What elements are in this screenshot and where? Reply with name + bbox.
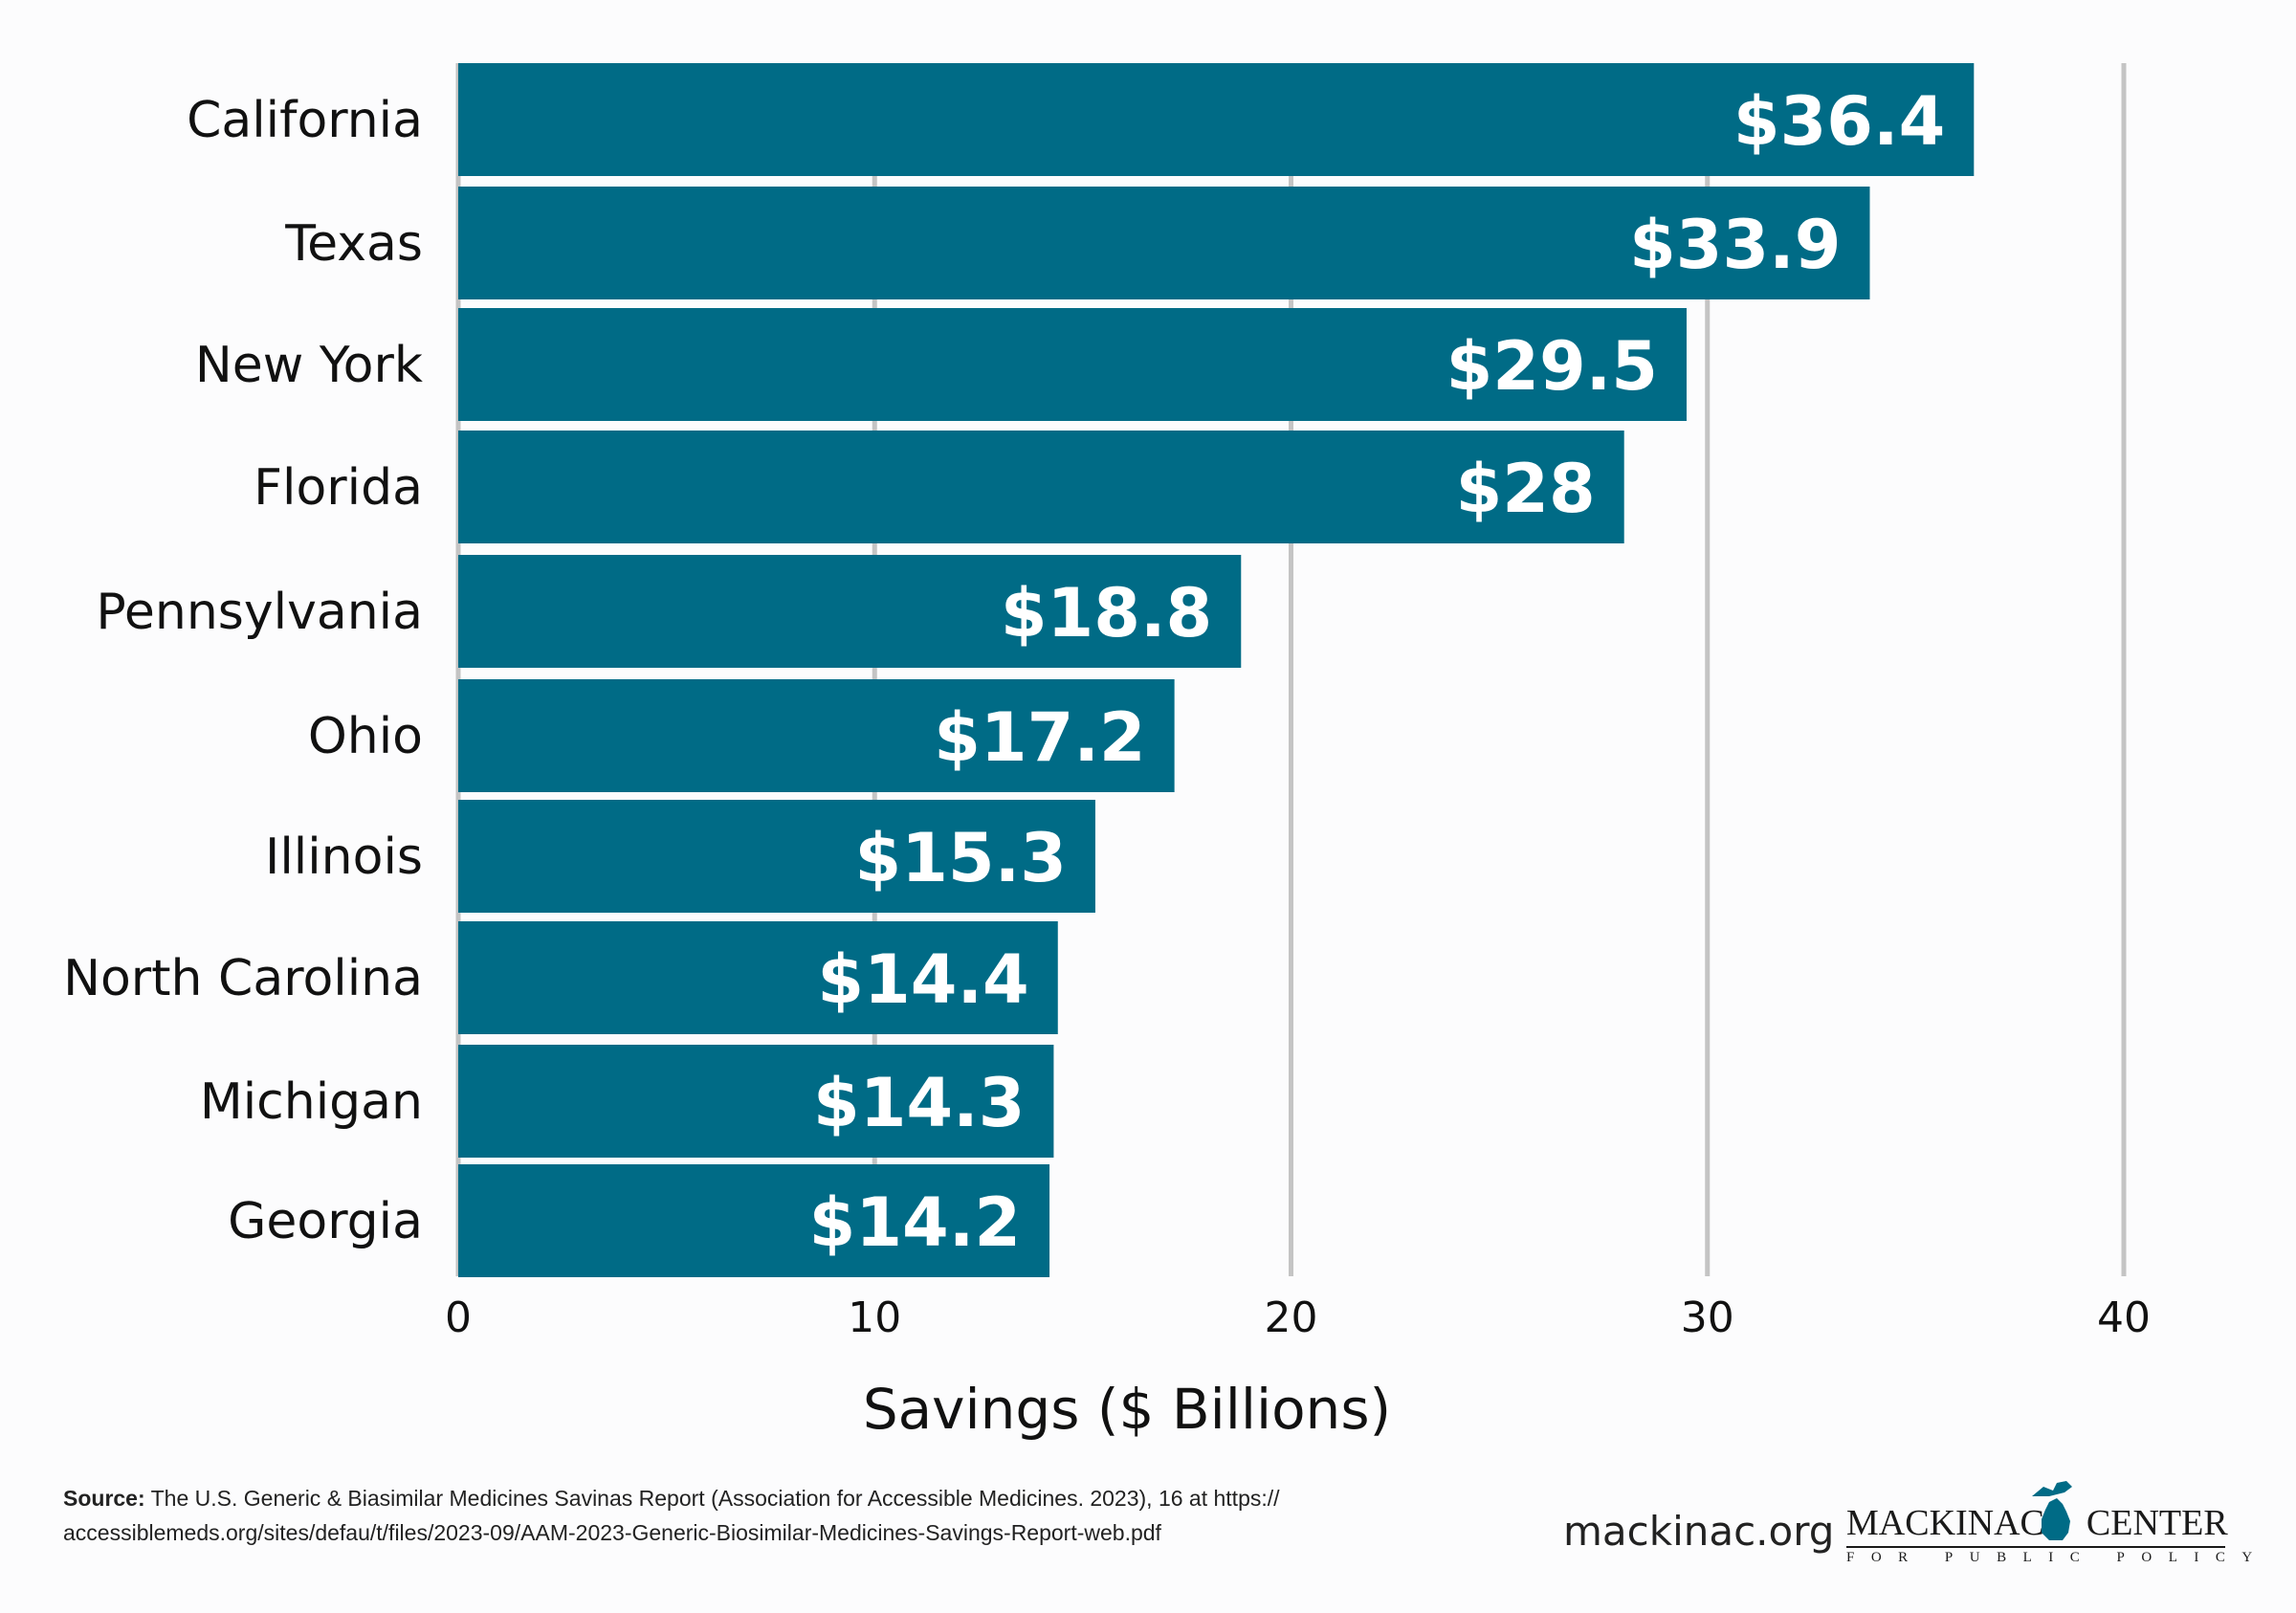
source-note: Source: The U.S. Generic & Biasimilar Me…	[63, 1481, 1383, 1550]
bar-florida	[458, 431, 1624, 543]
bar-texas	[458, 187, 1870, 299]
category-label: Michigan	[200, 1073, 423, 1131]
bar-michigan	[458, 1045, 1054, 1158]
bar-new-york	[458, 308, 1687, 421]
logo-tagline: FOR PUBLIC POLICY	[1846, 1550, 2269, 1565]
value-label: $14.2	[809, 1183, 1021, 1262]
logo-wordmark: MACKINAC CENTER	[1846, 1502, 2229, 1544]
value-label: $28	[1456, 450, 1596, 528]
category-label: Georgia	[228, 1193, 423, 1250]
x-tick-label: 30	[1681, 1293, 1734, 1342]
value-label: $15.3	[855, 819, 1067, 897]
x-tick-label: 40	[2097, 1293, 2151, 1342]
michigan-map-icon	[2032, 1481, 2072, 1540]
bar-pennsylvania	[458, 555, 1242, 668]
bar-illinois	[458, 800, 1095, 913]
site-link[interactable]: mackinac.org	[1563, 1508, 1835, 1555]
x-tick-label: 20	[1265, 1293, 1318, 1342]
category-label: California	[187, 92, 423, 149]
category-label: Illinois	[265, 829, 423, 886]
logo-name-left: MACKINAC	[1846, 1503, 2044, 1543]
x-axis-title: Savings ($ Billions)	[863, 1377, 1391, 1442]
category-labels: California Texas New York Florida Pennsylvan…	[63, 92, 423, 1250]
value-label: $36.4	[1733, 82, 1945, 161]
source-label: Source:	[63, 1486, 145, 1511]
source-text: The U.S. Generic & Biasimilar Medicines …	[150, 1486, 1280, 1511]
category-label: Pennsylvania	[96, 584, 423, 641]
value-label: $29.5	[1446, 327, 1658, 406]
value-label: $33.9	[1629, 206, 1841, 284]
x-tick-labels: 0 10 20 30 40	[445, 1293, 2151, 1342]
x-tick-label: 0	[445, 1293, 472, 1342]
mackinac-center-logo: MACKINAC CENTER FOR PUBLIC POLICY	[1846, 1473, 2269, 1569]
category-label: Florida	[254, 459, 423, 517]
value-labels: $36.4 $33.9 $29.5 $28 $18.8 $17.2 $15.3 $14.4 $1…	[809, 82, 1946, 1262]
category-label: North Carolina	[63, 950, 423, 1007]
value-label: $18.8	[1001, 574, 1212, 652]
logo-rule	[1846, 1546, 2225, 1548]
x-tick-label: 10	[848, 1293, 901, 1342]
bar-north-carolina	[458, 921, 1058, 1034]
bars	[458, 63, 1975, 1277]
source-url[interactable]: accessiblemeds.org/sites/defau/t/files/2…	[63, 1520, 1161, 1545]
bar-georgia	[458, 1164, 1050, 1277]
logo-name-right: CENTER	[2086, 1503, 2228, 1543]
value-label: $17.2	[934, 698, 1145, 777]
value-label: $14.3	[813, 1064, 1025, 1142]
category-label: New York	[195, 337, 423, 394]
category-label: Texas	[284, 215, 423, 273]
bar-ohio	[458, 679, 1175, 792]
category-label: Ohio	[308, 708, 423, 765]
bar-california	[458, 63, 1975, 176]
value-label: $14.4	[817, 940, 1028, 1019]
